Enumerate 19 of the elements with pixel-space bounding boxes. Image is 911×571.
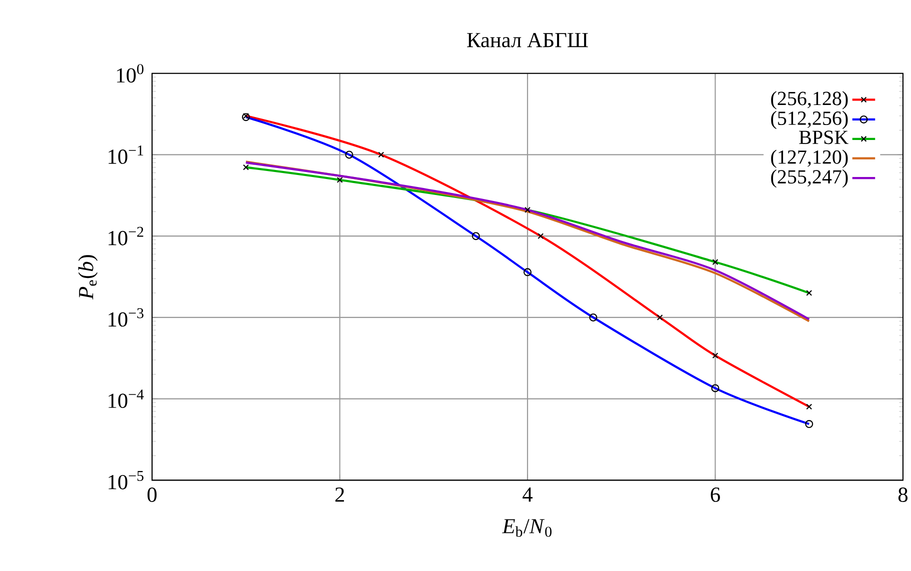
chart-title: Канал АБГШ (467, 33, 588, 48)
y-tick-label: 10$^{0}$ (117, 64, 144, 83)
x-tick-label: 0 (148, 488, 157, 502)
y-tick-label: 10$^{−2}$ (108, 226, 144, 246)
y-tick-label: 10$^{−4}$ (108, 390, 144, 408)
x-tick-label: 6 (710, 488, 720, 502)
x-tick-label: 4 (522, 488, 533, 502)
legend-label: (256,128) (771, 91, 848, 110)
legend-label: (512,256) (771, 110, 848, 130)
legend-label: (127,120) (771, 150, 848, 168)
legend-label: (255,247) (771, 170, 848, 188)
y-tick-label: 10$^{−3}$ (108, 308, 144, 327)
x-axis-title: E$_{b}$/N$_{0}$ (502, 519, 552, 537)
x-tick-label: 8 (898, 488, 908, 502)
x-tick-label: 2 (335, 488, 344, 502)
y-axis-title: P$_{e}$(b) (78, 255, 98, 300)
legend-label: BPSK (799, 130, 848, 144)
y-tick-label: 10$^{−5}$ (108, 471, 144, 490)
y-tick-label: 10$^{−1}$ (108, 146, 144, 164)
